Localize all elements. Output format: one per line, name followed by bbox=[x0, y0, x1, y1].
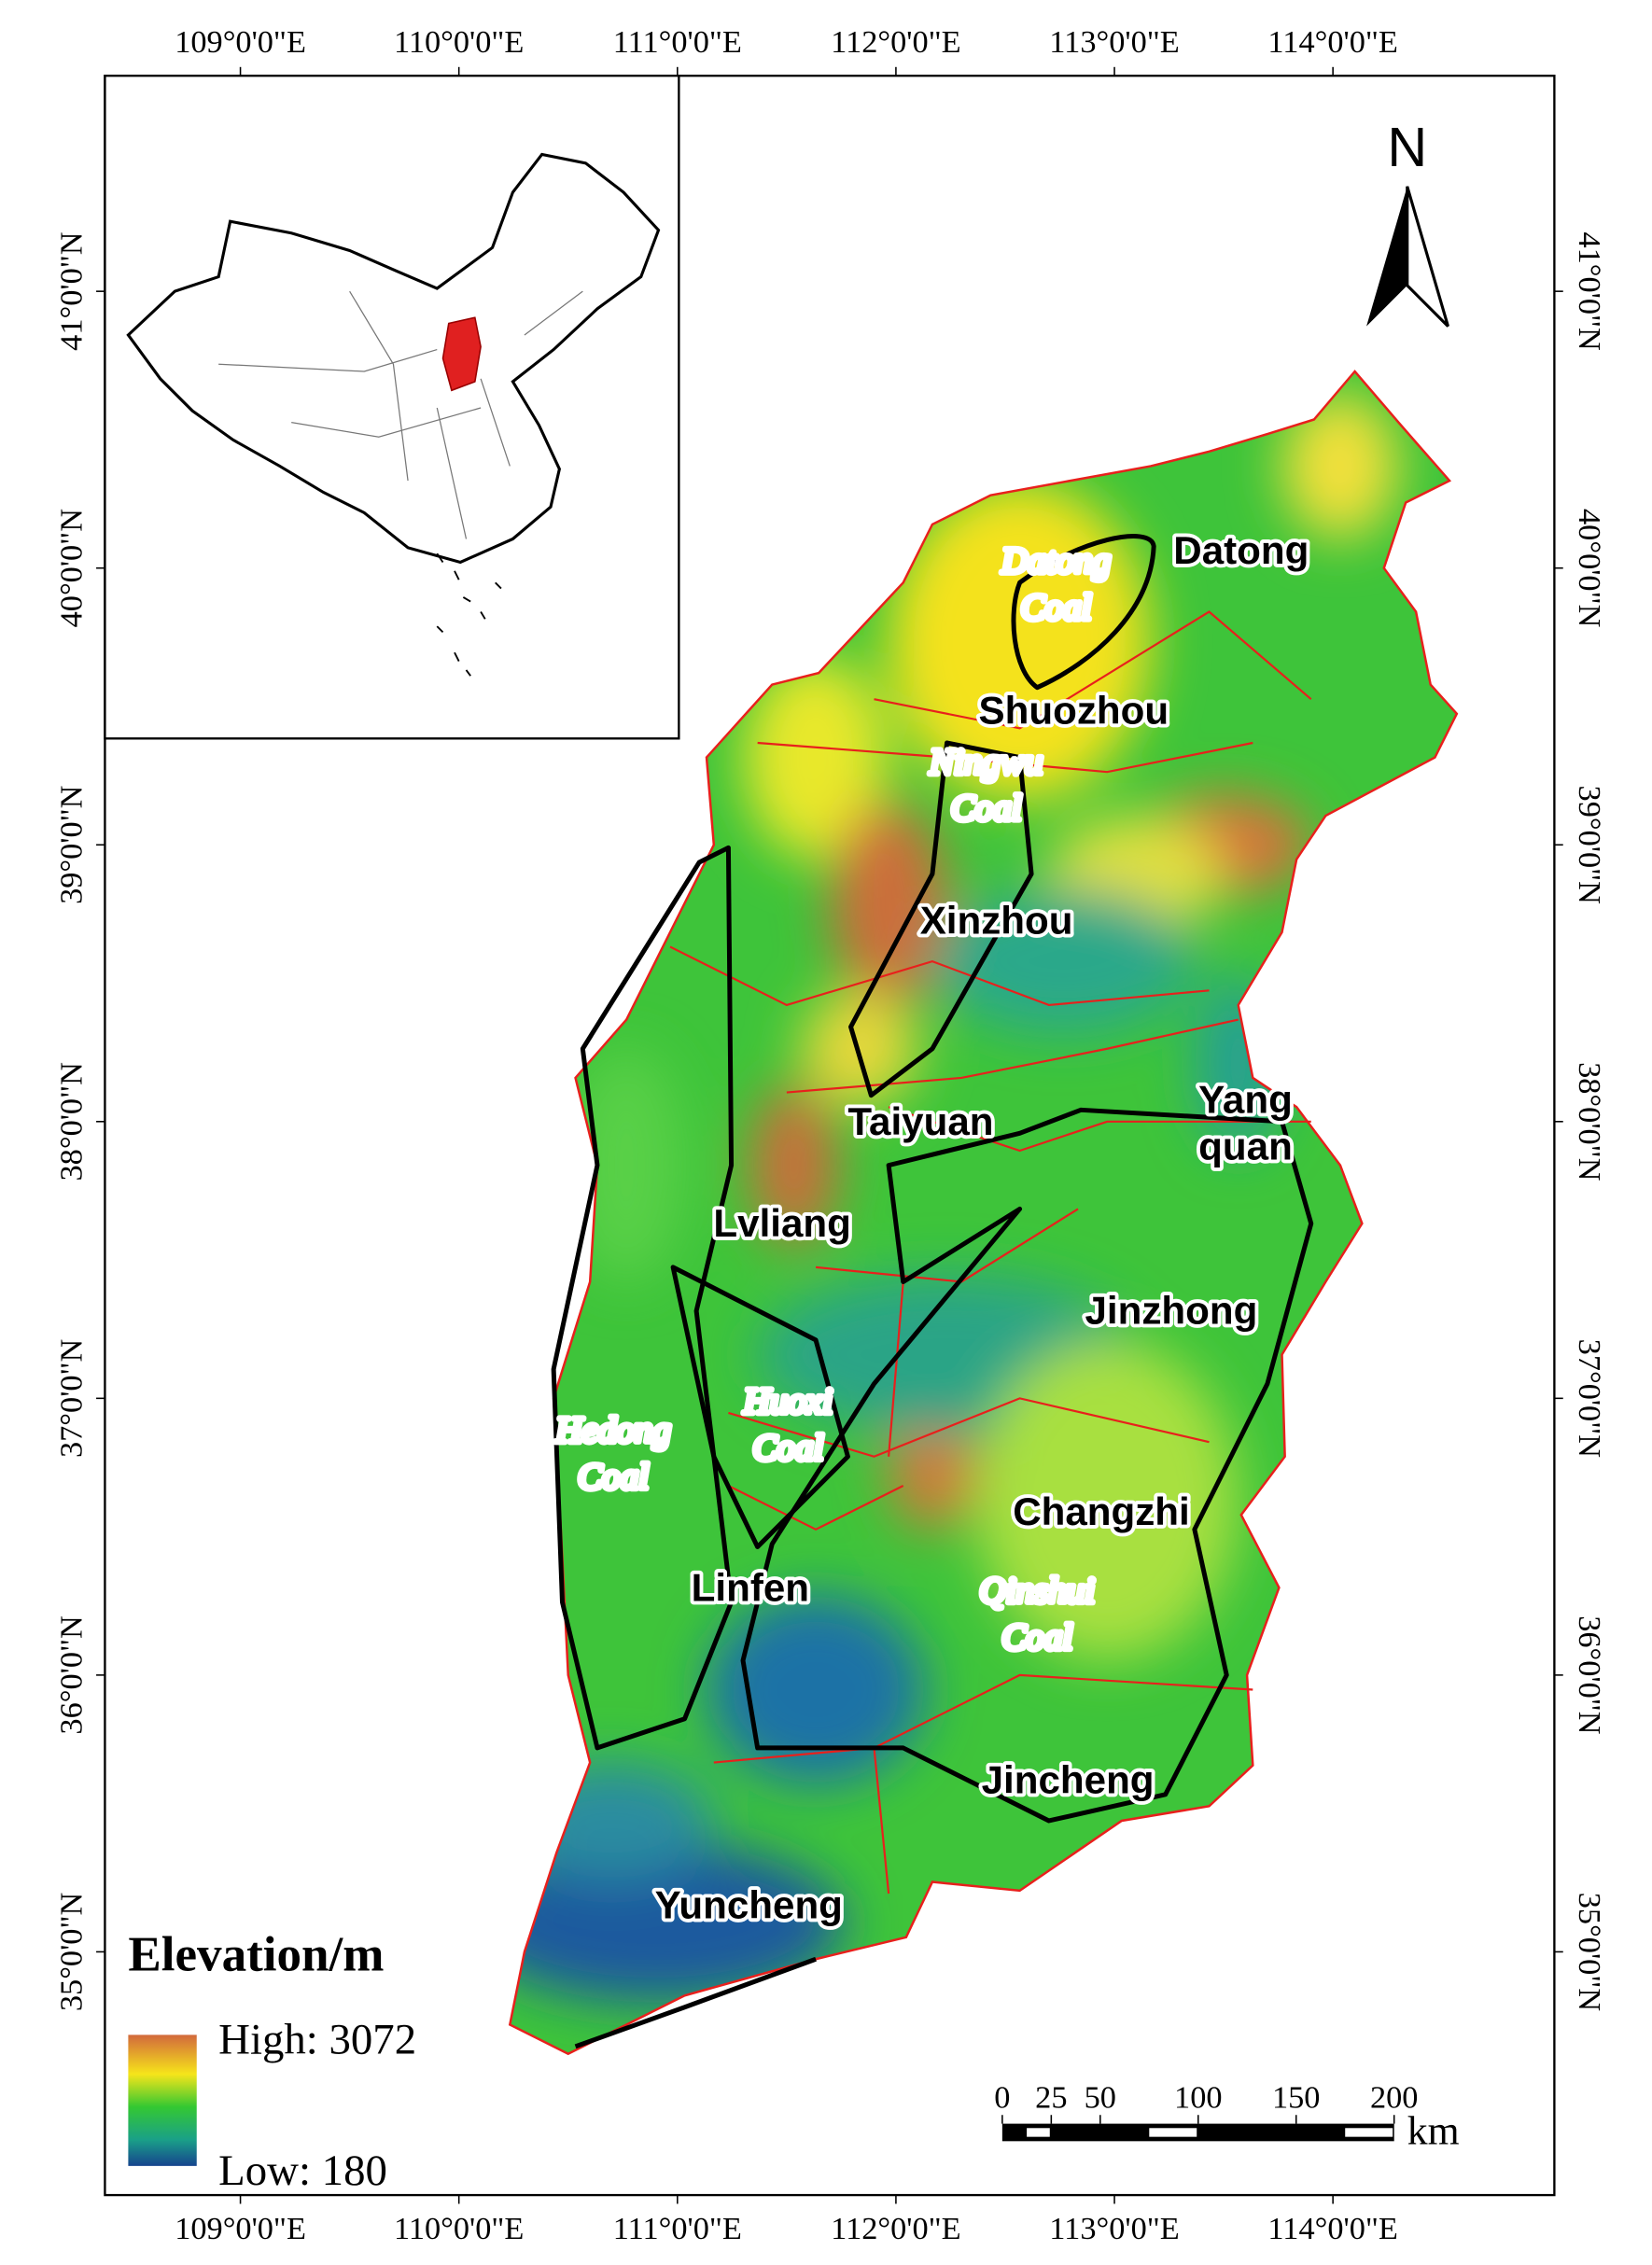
scale-bar-label: 150 bbox=[1272, 2079, 1321, 2115]
scale-bar-outline bbox=[1001, 2123, 1394, 2142]
shanxi-highlight bbox=[441, 316, 482, 392]
city-label: quan bbox=[1198, 1124, 1293, 1167]
coal-field-label: Coal bbox=[1021, 587, 1092, 627]
city-label: Datong bbox=[1173, 528, 1309, 572]
scale-bar-unit: km bbox=[1407, 2108, 1460, 2153]
city-label: Linfen bbox=[692, 1565, 809, 1609]
coal-field-label: Hedong bbox=[554, 1410, 670, 1450]
legend-low: Low: 180 bbox=[218, 2146, 387, 2195]
coal-field-label: Coal bbox=[951, 789, 1022, 829]
city-label: Xinzhou bbox=[920, 898, 1073, 942]
elevation-relief bbox=[510, 393, 1399, 2004]
city-label: Jincheng bbox=[982, 1757, 1155, 1801]
north-label: N bbox=[1387, 116, 1427, 178]
relief-patch bbox=[889, 481, 1152, 802]
legend-high: High: 3072 bbox=[218, 2016, 416, 2064]
relief-patch bbox=[830, 801, 947, 1005]
coal-field-label: Coal bbox=[1001, 1617, 1072, 1657]
latitude-label: 37°0'0"N bbox=[53, 1339, 89, 1458]
city-label: Shuozhou bbox=[979, 689, 1169, 733]
longitude-label: 109°0'0"E bbox=[175, 2211, 306, 2246]
coal-field-label: Qinshui bbox=[980, 1571, 1096, 1611]
relief-patch bbox=[510, 1842, 846, 2004]
longitude-label: 113°0'0"E bbox=[1049, 2211, 1179, 2246]
inset-map bbox=[104, 74, 680, 740]
relief-patch bbox=[975, 1339, 1239, 1661]
scale-bar-segment bbox=[1027, 2128, 1050, 2137]
longitude-label: 110°0'0"E bbox=[394, 24, 524, 60]
latitude-label: 39°0'0"N bbox=[53, 786, 89, 904]
latitude-label: 37°0'0"N bbox=[1572, 1339, 1607, 1458]
coal-field-label: Coal bbox=[578, 1457, 649, 1497]
coal-field-boundary bbox=[574, 1956, 817, 2049]
longitude-label: 111°0'0"E bbox=[613, 24, 742, 60]
latitude-label: 35°0'0"N bbox=[53, 1893, 89, 2011]
longitude-label: 114°0'0"E bbox=[1267, 2211, 1397, 2246]
longitude-label: 114°0'0"E bbox=[1267, 24, 1397, 60]
longitude-label: 112°0'0"E bbox=[831, 2211, 960, 2246]
city-label: Lvliang bbox=[713, 1201, 850, 1245]
scale-bar-segment bbox=[1149, 2128, 1197, 2137]
scale-bar-segment bbox=[1247, 2128, 1295, 2137]
longitude-label: 111°0'0"E bbox=[613, 2211, 742, 2246]
latitude-label: 40°0'0"N bbox=[53, 509, 89, 627]
city-label: Yang bbox=[1198, 1077, 1293, 1121]
longitude-label: 112°0'0"E bbox=[831, 24, 960, 60]
coal-field-boundary bbox=[670, 1265, 850, 1550]
latitude-label: 36°0'0"N bbox=[1572, 1615, 1607, 1734]
longitude-label: 110°0'0"E bbox=[394, 2211, 524, 2246]
relief-patch bbox=[743, 655, 889, 860]
latitude-label: 41°0'0"N bbox=[53, 231, 89, 350]
relief-patch bbox=[749, 1084, 838, 1246]
city-label: Taiyuan bbox=[847, 1099, 993, 1143]
city-label: Jinzhong bbox=[1085, 1289, 1257, 1333]
scale-bar-segment bbox=[1345, 2128, 1393, 2137]
south-china-sea-islands bbox=[436, 552, 502, 677]
coal-field-label: Datong bbox=[1001, 540, 1111, 580]
city-label: Yuncheng bbox=[655, 1883, 843, 1927]
coal-field-boundary bbox=[848, 740, 1034, 1098]
scale-bar-label: 50 bbox=[1085, 2079, 1116, 2115]
coal-field-boundary bbox=[551, 845, 735, 1751]
legend-color-ramp bbox=[128, 2034, 197, 2166]
city-label: Changzhi bbox=[1013, 1489, 1190, 1533]
coal-field-label: Coal bbox=[752, 1428, 823, 1468]
north-arrow-right bbox=[1406, 186, 1449, 328]
scale-bar-label: 100 bbox=[1174, 2079, 1223, 2115]
scale-bar-label: 25 bbox=[1035, 2079, 1067, 2115]
latitude-label: 36°0'0"N bbox=[53, 1615, 89, 1734]
coal-field-boundary bbox=[740, 1107, 1314, 1824]
latitude-label: 41°0'0"N bbox=[1572, 231, 1607, 350]
city-boundaries bbox=[669, 610, 1312, 1894]
latitude-label: 40°0'0"N bbox=[1572, 509, 1607, 627]
china-outline bbox=[126, 152, 661, 565]
latitude-label: 38°0'0"N bbox=[1572, 1062, 1607, 1181]
coal-field-label: Ningwu bbox=[929, 742, 1043, 782]
shanxi-border bbox=[508, 370, 1459, 2056]
longitude-label: 113°0'0"E bbox=[1049, 24, 1179, 60]
latitude-label: 38°0'0"N bbox=[53, 1062, 89, 1181]
scale-bar-label: 200 bbox=[1370, 2079, 1419, 2115]
longitude-label: 109°0'0"E bbox=[175, 24, 306, 60]
legend-title: Elevation/m bbox=[128, 1928, 384, 1982]
coal-field-boundary bbox=[1011, 534, 1156, 691]
coal-field-label: Huoxi bbox=[743, 1381, 833, 1421]
relief-patch bbox=[707, 1595, 926, 1784]
latitude-label: 39°0'0"N bbox=[1572, 786, 1607, 904]
scale-bar-segment bbox=[1075, 2128, 1099, 2137]
province-lines bbox=[218, 290, 583, 539]
relief-patch bbox=[1281, 393, 1399, 539]
map-frame bbox=[104, 74, 1556, 2197]
map-layer bbox=[508, 370, 1459, 2056]
latitude-label: 35°0'0"N bbox=[1572, 1893, 1607, 2011]
scale-bar-label: 0 bbox=[994, 2079, 1010, 2115]
relief-patch bbox=[567, 1048, 685, 1282]
